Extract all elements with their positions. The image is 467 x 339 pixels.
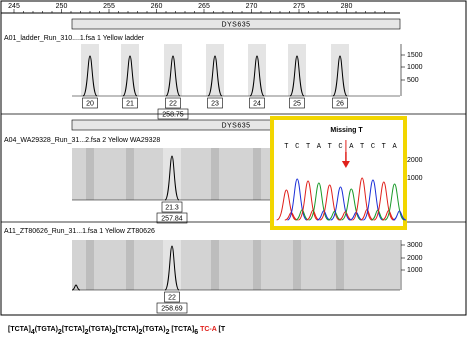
marker-name: DYS635 xyxy=(221,21,250,28)
base-call: C xyxy=(295,143,299,151)
allele-label: 25 xyxy=(293,100,301,107)
allele-label: 22 xyxy=(168,294,176,301)
base-call: T xyxy=(382,143,386,151)
allele-label: 23 xyxy=(211,100,219,107)
base-call: T xyxy=(284,143,288,151)
allele-label: 26 xyxy=(336,100,344,107)
repeat-unit: (TGTA) xyxy=(89,326,112,333)
repeat-unit: [TCTA] xyxy=(169,326,194,333)
repeat-unit: TC-A xyxy=(198,326,217,333)
ruler-label: 245 xyxy=(8,3,20,10)
y-tick-label: 1000 xyxy=(407,175,423,182)
ruler-label: 260 xyxy=(151,3,163,10)
y-tick-label: 1500 xyxy=(407,52,423,59)
ruler-label: 265 xyxy=(198,3,210,10)
base-call: T xyxy=(306,143,310,151)
allele-label: 24 xyxy=(253,100,261,107)
ruler-label: 250 xyxy=(56,3,68,10)
inset-title: Missing T xyxy=(330,127,363,134)
bin xyxy=(331,44,349,96)
bin xyxy=(211,240,219,290)
ruler-label: 275 xyxy=(293,3,305,10)
bin xyxy=(86,148,94,200)
base-call: T xyxy=(360,143,364,151)
y-tick-label: 1000 xyxy=(407,267,423,274)
bin xyxy=(211,148,219,200)
repeat-unit: (TGTA) xyxy=(142,326,165,333)
ruler-label: 270 xyxy=(246,3,258,10)
plot-area xyxy=(72,240,400,290)
repeat-unit: (TGTA) xyxy=(35,326,58,333)
base-call: T xyxy=(328,143,332,151)
size-label: 257.84 xyxy=(161,215,183,222)
marker-name: DYS635 xyxy=(221,122,250,129)
base-call: C xyxy=(371,143,375,151)
sample-name: A01_ladder_Run_310....1.fsa 1 Yellow lad… xyxy=(4,35,145,42)
y-tick-label: 2000 xyxy=(407,157,423,164)
y-tick-label: 1000 xyxy=(407,64,423,71)
base-call: C xyxy=(338,143,342,151)
bin xyxy=(288,44,306,96)
bin xyxy=(126,148,134,200)
sample-name: A11_ZT80626_Run_31...1.fsa 1 Yellow ZT80… xyxy=(4,228,155,235)
allele-label: 21 xyxy=(126,100,134,107)
bin xyxy=(206,44,224,96)
repeat-unit: [TCTA] xyxy=(8,326,31,333)
allele-label: 22 xyxy=(169,100,177,107)
repeat-unit: [T xyxy=(217,326,226,333)
bin xyxy=(86,240,94,290)
bin xyxy=(164,44,182,96)
size-label: 258.75 xyxy=(162,111,184,118)
bin xyxy=(248,44,266,96)
bin xyxy=(163,240,181,290)
bin xyxy=(336,240,344,290)
figure: 245 250 255 260 265 270 275 280 DYS635 A01_ladder… xyxy=(0,0,467,339)
allele-label: 21.3 xyxy=(165,204,179,211)
repeat-structure: [TCTA]4​(TGTA)2​[TCTA]2​(TGTA)2​[TCTA]2​… xyxy=(8,326,226,336)
y-tick-label: 2000 xyxy=(407,255,423,262)
y-tick-label: 500 xyxy=(407,77,419,84)
bin xyxy=(253,240,261,290)
bin xyxy=(253,148,261,200)
repeat-unit: [TCTA] xyxy=(62,326,85,333)
allele-label: 20 xyxy=(86,100,94,107)
size-label: 258.69 xyxy=(161,305,183,312)
bin xyxy=(81,44,99,96)
ruler-label: 255 xyxy=(103,3,115,10)
bin xyxy=(121,44,139,96)
repeat-unit: [TCTA] xyxy=(116,326,139,333)
bin xyxy=(293,240,301,290)
y-tick-label: 3000 xyxy=(407,242,423,249)
sample-name: A04_WA29328_Run_31...2.fsa 2 Yellow WA29… xyxy=(4,137,160,144)
ruler-label: 280 xyxy=(341,3,353,10)
bin xyxy=(126,240,134,290)
